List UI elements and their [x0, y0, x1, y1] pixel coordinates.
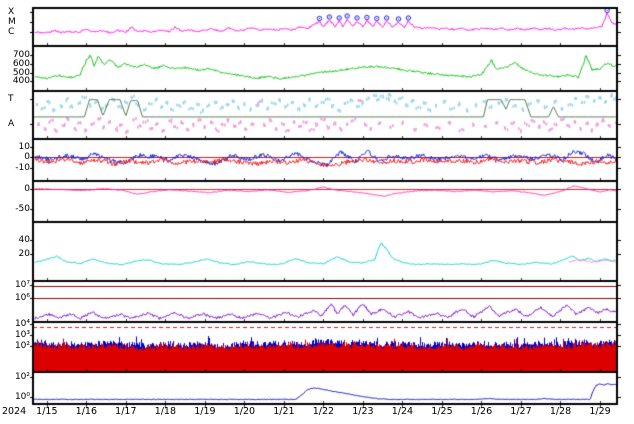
y-tick-label: 10²: [14, 371, 30, 382]
y-tick-label: 0: [24, 184, 30, 195]
x-tick-label: 1/20: [233, 406, 256, 417]
y-tick-label: 10: [18, 141, 30, 152]
y-tick-label: 20: [18, 248, 30, 259]
x-tick-label: 1/28: [549, 406, 572, 417]
x-tick-label: 1/17: [115, 406, 137, 417]
year-label: 2024: [2, 406, 27, 417]
x-tick-label: 1/15: [36, 406, 58, 417]
y-tick-label: M: [8, 17, 16, 27]
x-tick-label: 1/23: [352, 406, 374, 417]
y-tick-label: 500: [12, 67, 30, 78]
y-tick-label: 700: [12, 50, 30, 61]
y-tick-label: 40: [18, 234, 30, 245]
x-tick-label: 1/22: [312, 406, 335, 417]
y-tick-label: X: [8, 7, 15, 17]
y-tick-label: 600: [12, 58, 30, 69]
y-tick-label: 10²: [14, 340, 30, 351]
y-tick-label: 10³: [14, 329, 30, 340]
x-tick-label: 1/24: [391, 406, 414, 417]
x-tick-label: 1/26: [470, 406, 493, 417]
x-tick-label: 1/25: [431, 406, 453, 417]
y-tick-label: A: [8, 119, 15, 130]
x-tick-label: 1/27: [510, 406, 532, 417]
y-tick-label: 10⁷: [14, 279, 30, 290]
x-tick-label: 1/29: [589, 406, 611, 417]
x-tick-label: 1/19: [194, 406, 216, 417]
x-tick-label: 1/16: [75, 406, 97, 417]
y-tick-label: 10⁴: [14, 318, 30, 329]
y-tick-label: -50: [15, 204, 30, 215]
y-tick-label: 10⁰: [14, 392, 30, 403]
y-tick-label: 10⁶: [14, 292, 30, 303]
x-tick-label: 1/21: [273, 406, 295, 417]
y-tick-label: C: [8, 27, 15, 37]
y-tick-label: -10: [15, 163, 30, 174]
y-tick-label: 400: [12, 76, 30, 87]
y-tick-label: T: [8, 94, 14, 105]
y-tick-label: 0: [24, 152, 30, 163]
x-tick-label: 1/18: [154, 406, 177, 417]
